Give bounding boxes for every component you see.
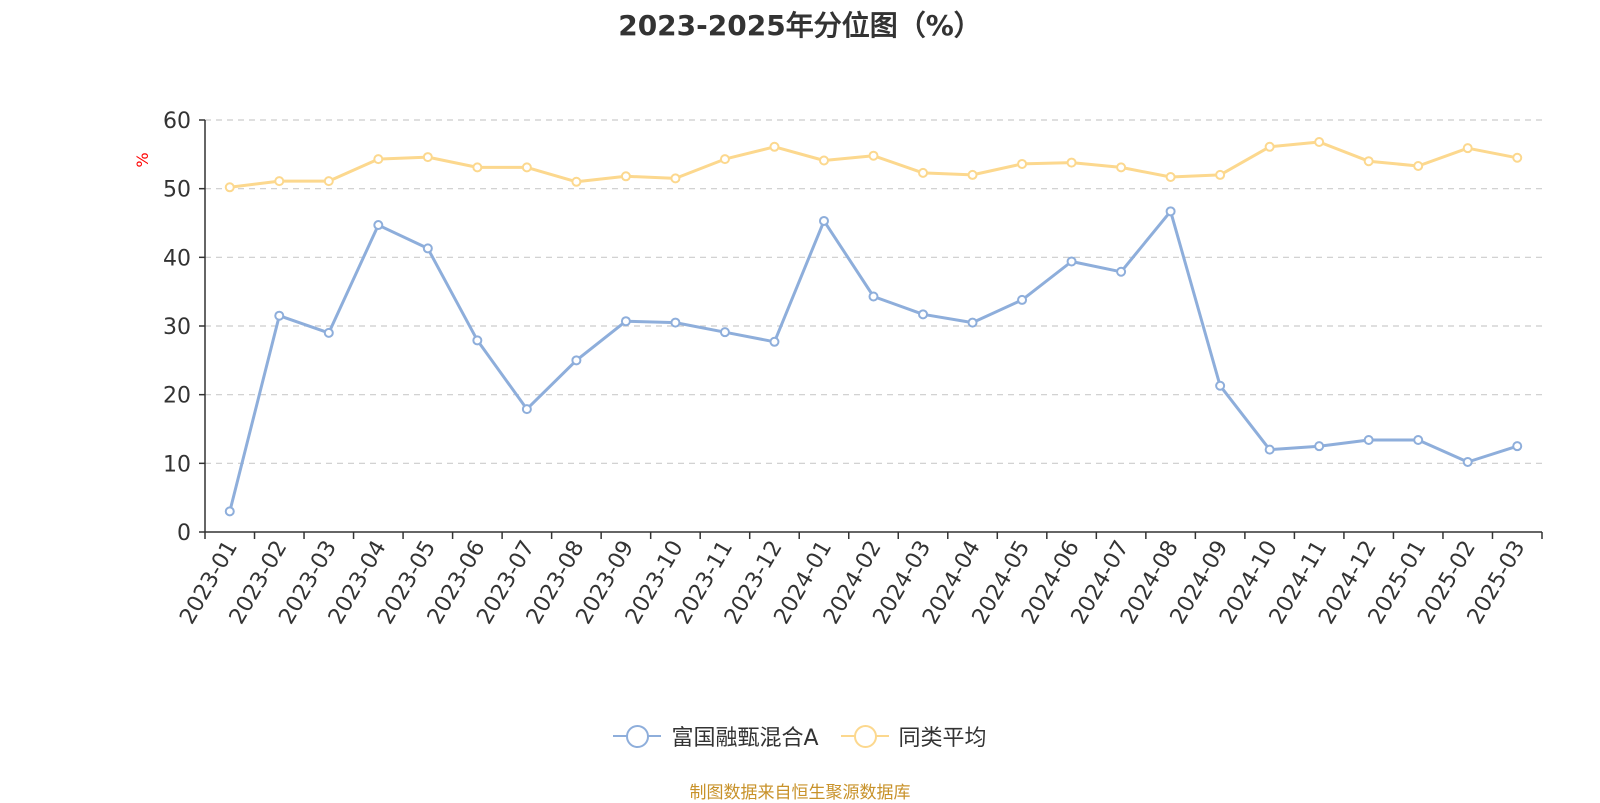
data-point[interactable] bbox=[472, 335, 483, 346]
legend-item-fund[interactable]: 富国融甄混合A bbox=[613, 720, 819, 752]
y-axis-label: % bbox=[133, 152, 152, 167]
data-point[interactable] bbox=[323, 327, 334, 338]
data-point[interactable] bbox=[1264, 141, 1275, 152]
data-point[interactable] bbox=[1165, 171, 1176, 182]
series-lines bbox=[224, 136, 1523, 517]
legend-label: 富国融甄混合A bbox=[671, 726, 819, 751]
data-point[interactable] bbox=[323, 176, 334, 187]
data-point[interactable] bbox=[373, 154, 384, 165]
y-tick-label: 10 bbox=[163, 452, 191, 477]
data-point[interactable] bbox=[274, 176, 285, 187]
data-point[interactable] bbox=[1017, 294, 1028, 305]
data-point[interactable] bbox=[719, 154, 730, 165]
legend: 富国融甄混合A 同类平均 bbox=[0, 720, 1600, 752]
data-point[interactable] bbox=[571, 176, 582, 187]
data-point[interactable] bbox=[620, 171, 631, 182]
data-point[interactable] bbox=[967, 169, 978, 180]
data-point[interactable] bbox=[769, 336, 780, 347]
data-point[interactable] bbox=[769, 141, 780, 152]
data-point[interactable] bbox=[1314, 441, 1325, 452]
data-point[interactable] bbox=[670, 317, 681, 328]
data-point[interactable] bbox=[868, 291, 879, 302]
source-note: 制图数据来自恒生聚源数据库 bbox=[689, 783, 911, 803]
data-point[interactable] bbox=[1215, 380, 1226, 391]
series-line-0 bbox=[228, 209, 1518, 512]
data-point[interactable] bbox=[818, 215, 829, 226]
data-point[interactable] bbox=[918, 309, 929, 320]
legend-item-peer-average[interactable]: 同类平均 bbox=[840, 720, 987, 752]
data-point[interactable] bbox=[818, 155, 829, 166]
data-point[interactable] bbox=[1462, 456, 1473, 467]
data-point[interactable] bbox=[868, 150, 879, 161]
y-tick-label: 50 bbox=[163, 178, 191, 203]
data-point[interactable] bbox=[1512, 441, 1523, 452]
data-point[interactable] bbox=[274, 310, 285, 321]
chart-title: 2023-2025年分位图（%） bbox=[618, 9, 982, 42]
data-point[interactable] bbox=[521, 162, 532, 173]
data-point[interactable] bbox=[1363, 434, 1374, 445]
axes: 01020304050602023-012023-022023-032023-0… bbox=[163, 109, 1543, 629]
data-point[interactable] bbox=[1462, 143, 1473, 154]
y-tick-label: 40 bbox=[163, 246, 191, 271]
legend-label: 同类平均 bbox=[898, 726, 987, 751]
data-point[interactable] bbox=[967, 317, 978, 328]
data-point[interactable] bbox=[1264, 444, 1275, 455]
data-point[interactable] bbox=[472, 162, 483, 173]
data-point[interactable] bbox=[918, 167, 929, 178]
data-point[interactable] bbox=[224, 506, 235, 517]
data-point[interactable] bbox=[1413, 161, 1424, 172]
y-tick-label: 0 bbox=[177, 521, 191, 546]
data-point[interactable] bbox=[719, 327, 730, 338]
data-point[interactable] bbox=[1165, 206, 1176, 217]
data-point[interactable] bbox=[1017, 158, 1028, 169]
y-tick-label: 20 bbox=[163, 384, 191, 409]
data-point[interactable] bbox=[1314, 136, 1325, 147]
data-point[interactable] bbox=[1116, 162, 1127, 173]
series-line-1 bbox=[229, 140, 1518, 189]
data-point[interactable] bbox=[1066, 256, 1077, 267]
legend-marker-icon bbox=[840, 724, 889, 748]
grid-lines bbox=[205, 119, 1542, 464]
data-point[interactable] bbox=[521, 404, 532, 415]
y-tick-label: 30 bbox=[163, 315, 191, 340]
y-tick-label: 60 bbox=[163, 109, 191, 134]
data-point[interactable] bbox=[1413, 434, 1424, 445]
data-point[interactable] bbox=[1066, 157, 1077, 168]
data-point[interactable] bbox=[670, 173, 681, 184]
data-point[interactable] bbox=[422, 152, 433, 163]
data-point[interactable] bbox=[422, 243, 433, 254]
legend-marker-icon bbox=[613, 724, 662, 748]
data-point[interactable] bbox=[1116, 266, 1127, 277]
data-point[interactable] bbox=[620, 316, 631, 327]
data-point[interactable] bbox=[1215, 169, 1226, 180]
data-point[interactable] bbox=[1363, 156, 1374, 167]
data-point[interactable] bbox=[571, 355, 582, 366]
data-point[interactable] bbox=[1512, 152, 1523, 163]
data-point[interactable] bbox=[373, 220, 384, 231]
data-point[interactable] bbox=[224, 182, 235, 193]
